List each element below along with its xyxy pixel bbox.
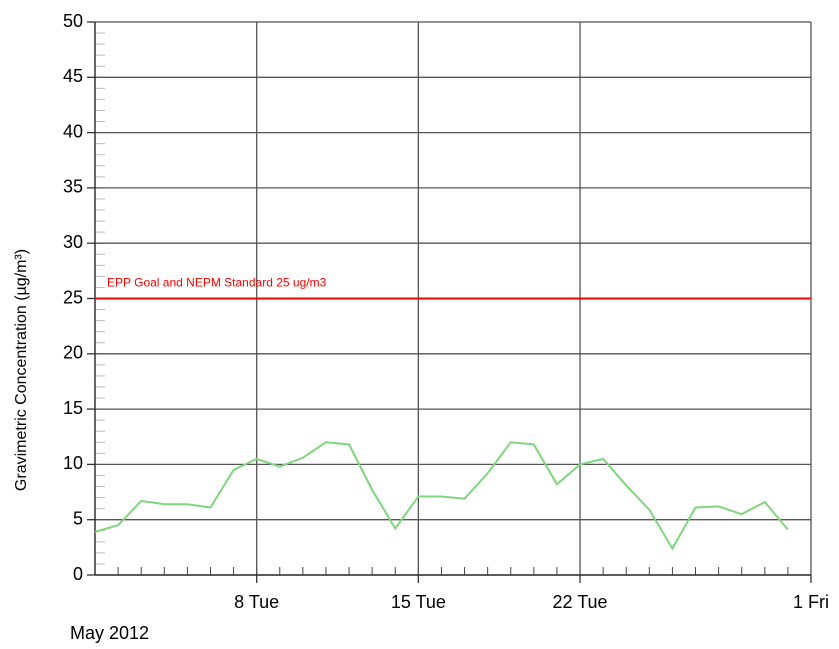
data-line — [94, 441, 789, 551]
y-tick-label: 40 — [63, 121, 83, 141]
y-tick-label: 0 — [73, 564, 83, 584]
y-tick-label: 45 — [63, 66, 83, 86]
y-tick-label: 5 — [73, 508, 83, 528]
x-tick-label: 15 Tue — [391, 592, 446, 612]
x-period-label: May 2012 — [70, 623, 149, 643]
x-tick-label: 8 Tue — [234, 592, 279, 612]
y-tick-label: 50 — [63, 11, 83, 31]
x-tick-label: 22 Tue — [553, 592, 608, 612]
reference-label: EPP Goal and NEPM Standard 25 ug/m3 — [107, 276, 327, 290]
y-tick-label: 15 — [63, 398, 83, 418]
y-tick-label: 20 — [63, 343, 83, 363]
y-tick-label: 25 — [63, 287, 83, 307]
x-tick-label: 1 Fri — [793, 592, 829, 612]
y-tick-label: 35 — [63, 177, 83, 197]
y-tick-label: 30 — [63, 232, 83, 252]
y-axis-label: Gravimetric Concentration (µg/m³) — [13, 249, 30, 491]
y-tick-label: 10 — [63, 453, 83, 473]
